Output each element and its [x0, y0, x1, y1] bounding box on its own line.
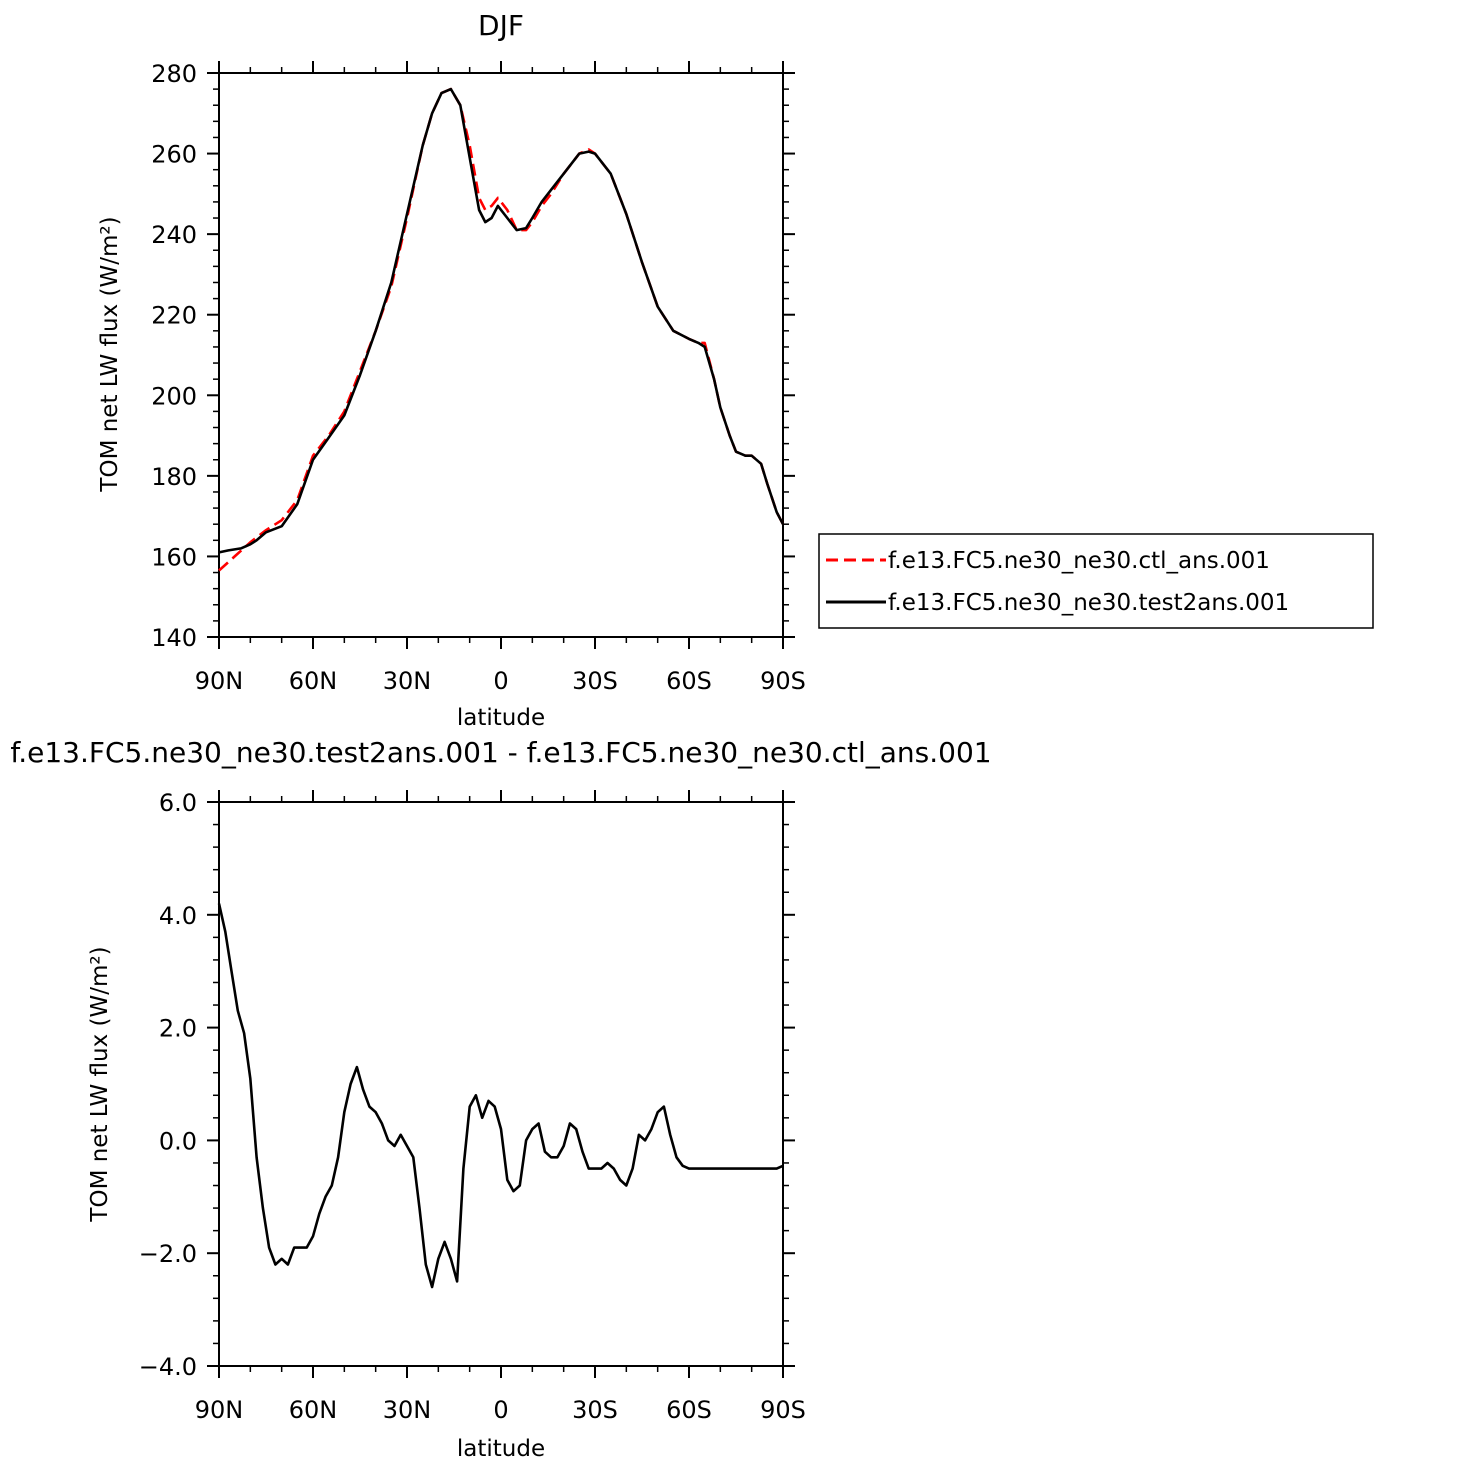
chart1-y-tick-label: 2.0 — [159, 1015, 197, 1043]
legend-box — [818, 533, 1374, 629]
chart1-x-tick-label: 90S — [760, 1396, 806, 1424]
chart0-x-tick-label: 0 — [493, 667, 508, 695]
chart0-y-tick-label: 180 — [151, 463, 197, 491]
chart0-x-tick-label: 60N — [289, 667, 338, 695]
chart0-x-tick-label: 30S — [572, 667, 618, 695]
chart0-y-tick-label: 240 — [151, 221, 197, 249]
top-panel: DJF 90N 60N 30N 0 30S 60S 90S 140 160 180 200 220 24… — [97, 9, 806, 731]
chart0-x-tick-label: 30N — [383, 667, 432, 695]
bottom-panel: f.e13.FC5.ne30_ne30.test2ans.001 - f.e13… — [10, 736, 991, 1462]
chart1-x-tick-label: 30S — [572, 1396, 618, 1424]
bottom-y-axis-label: TOM net LW flux (W/m²) — [87, 946, 113, 1222]
chart0-y-tick-label: 160 — [151, 543, 197, 571]
chart0-x-tick-label: 90S — [760, 667, 806, 695]
chart1-y-tick-label: 0.0 — [159, 1127, 197, 1155]
chart0-y-tick-label: 280 — [151, 60, 197, 88]
chart0-y-tick-label: 220 — [151, 302, 197, 330]
top-plot-area: 90N 60N 30N 0 30S 60S 90S 140 160 180 200 220 240 260… — [151, 60, 806, 695]
chart1-x-tick-label: 60S — [666, 1396, 712, 1424]
chart0-y-tick-label: 140 — [151, 624, 197, 652]
bottom-plot-area: 90N 60N 30N 0 30S 60S 90S −4.0 −2.0 0.0 2.0 4.0 6.0 — [139, 789, 806, 1424]
legend: f.e13.FC5.ne30_ne30.ctl_ans.001 f.e13.FC… — [818, 533, 1374, 629]
chart1-y-tick-label: −4.0 — [139, 1353, 197, 1381]
top-x-axis-label: latitude — [457, 705, 545, 731]
chart1-x-tick-label: 90N — [195, 1396, 244, 1424]
chart0-series-line-1 — [218, 87, 785, 554]
chart1-y-tick-label: 6.0 — [159, 789, 197, 817]
legend-label-ctl: f.e13.FC5.ne30_ne30.ctl_ans.001 — [888, 548, 1270, 574]
chart1-y-tick-label: −2.0 — [139, 1240, 197, 1268]
chart1-x-tick-label: 60N — [289, 1396, 338, 1424]
chart1-y-tick-label: 4.0 — [159, 902, 197, 930]
chart1-x-tick-label: 0 — [493, 1396, 508, 1424]
bottom-chart-title: f.e13.FC5.ne30_ne30.test2ans.001 - f.e13… — [10, 736, 991, 769]
chart1-series-line-0 — [217, 903, 784, 1289]
top-y-axis-label: TOM net LW flux (W/m²) — [97, 216, 123, 492]
chart0-y-tick-label: 260 — [151, 141, 197, 169]
chart0-x-tick-label: 60S — [666, 667, 712, 695]
legend-label-test: f.e13.FC5.ne30_ne30.test2ans.001 — [888, 590, 1289, 616]
chart0-x-tick-label: 90N — [195, 667, 244, 695]
chart1-x-tick-label: 30N — [383, 1396, 432, 1424]
top-chart-title: DJF — [478, 9, 524, 42]
bottom-x-axis-label: latitude — [457, 1436, 545, 1462]
chart0-y-tick-label: 200 — [151, 382, 197, 410]
